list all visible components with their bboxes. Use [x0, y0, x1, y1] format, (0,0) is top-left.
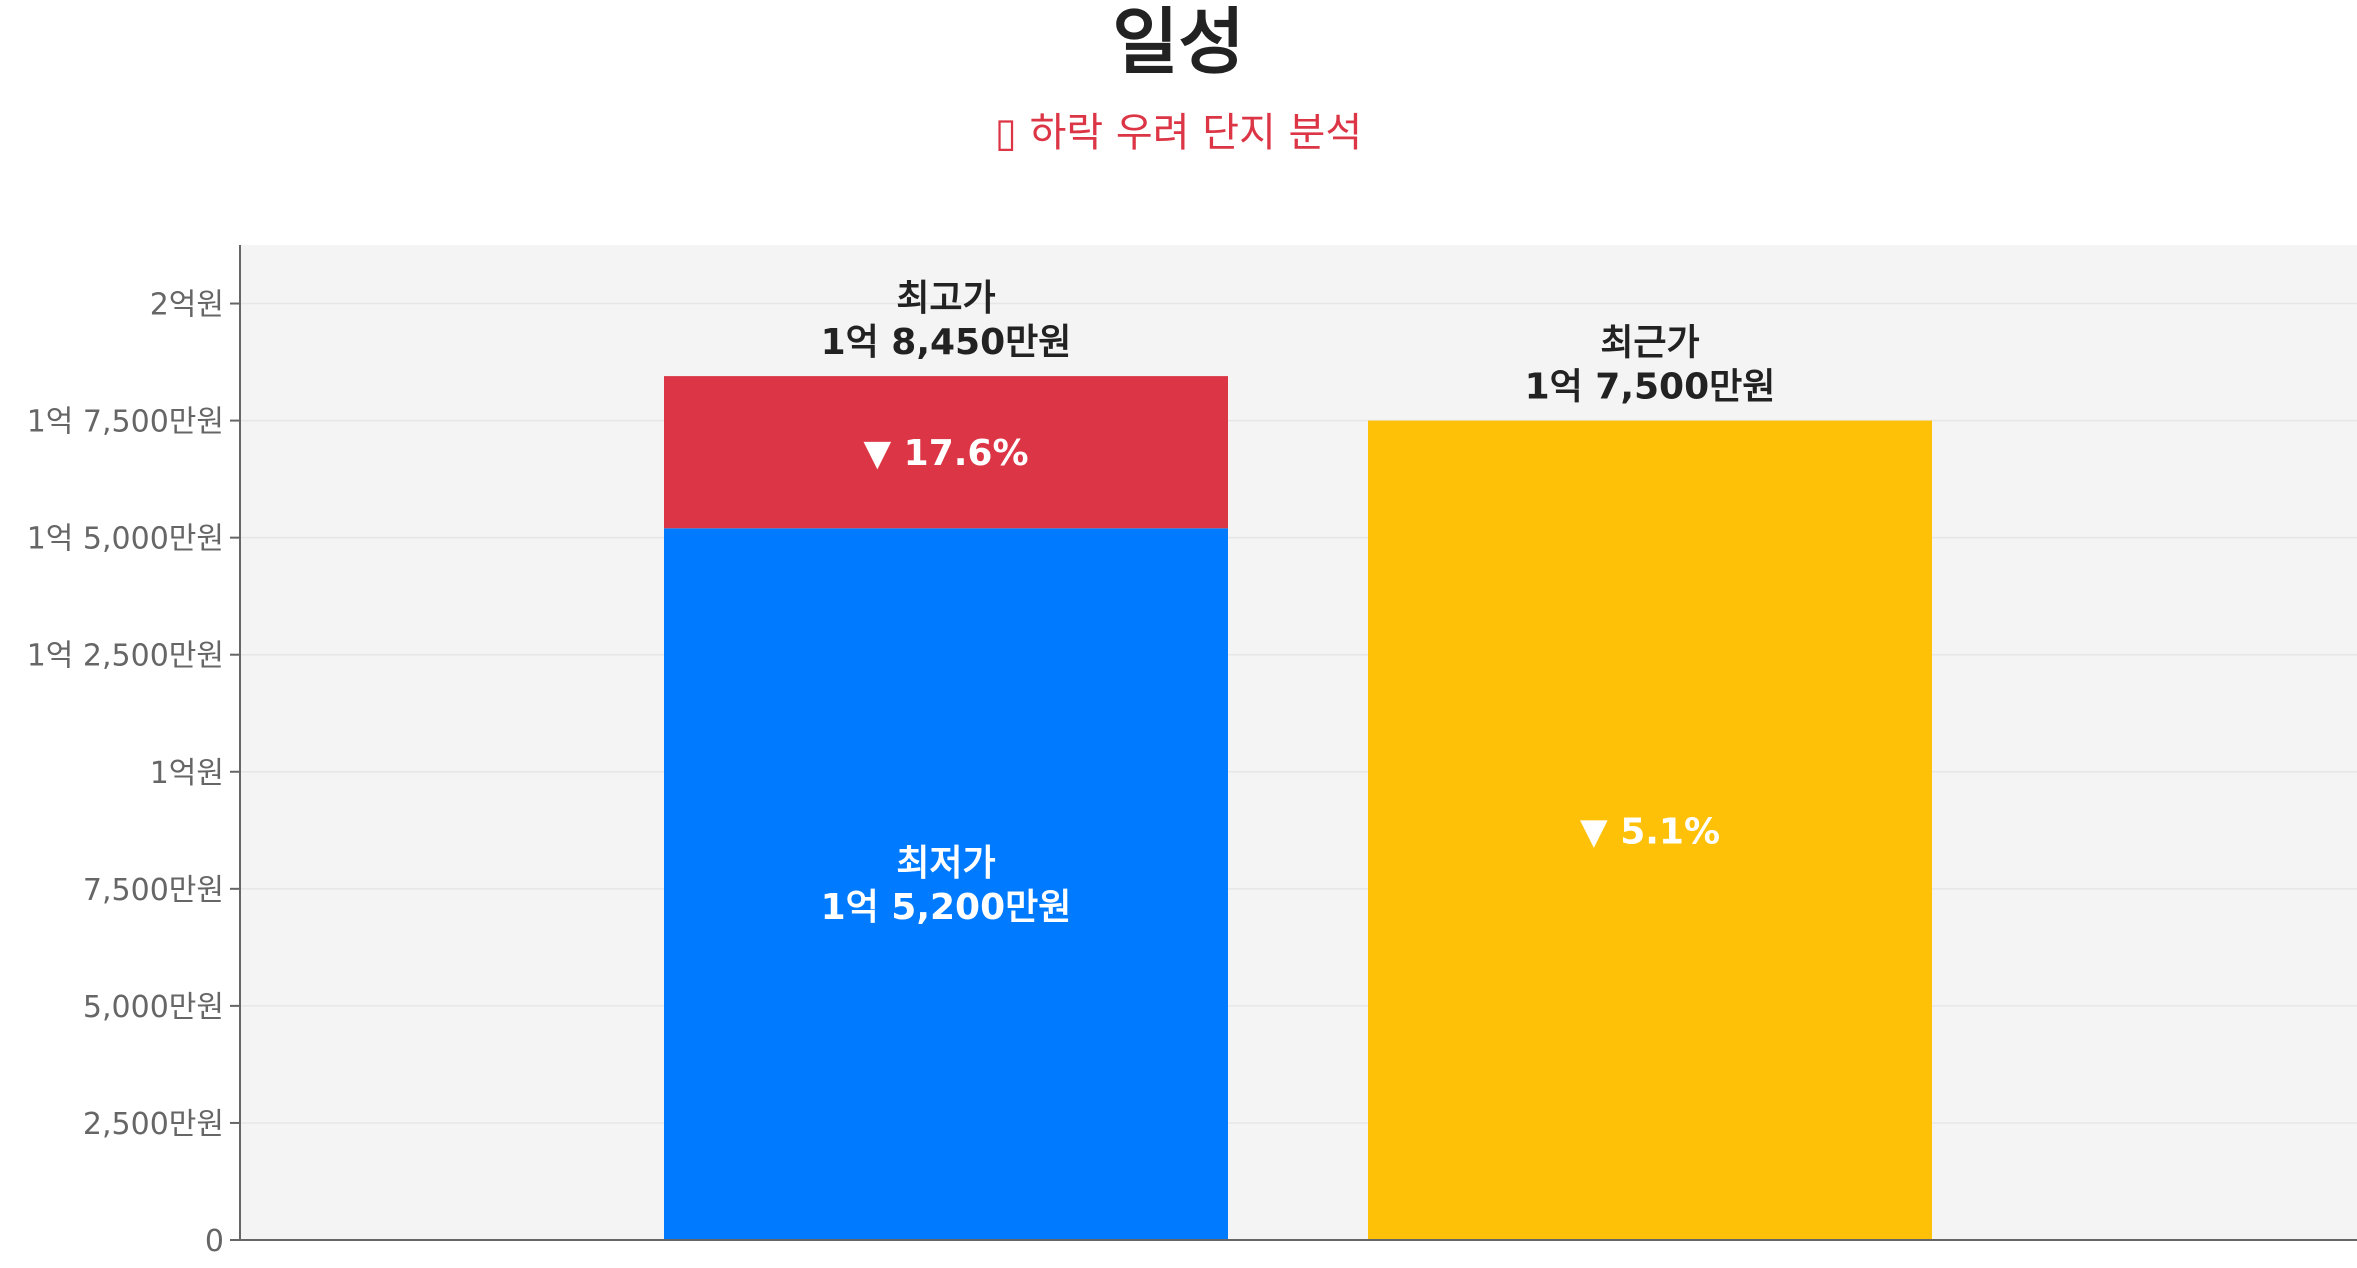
segment-label: 1억 5,200만원 [821, 887, 1072, 928]
y-tick-label: 0 [205, 1224, 224, 1259]
segment-label: ▼ 5.1% [1580, 811, 1720, 852]
y-tick-label: 1억 5,000만원 [27, 522, 224, 557]
grid-lines [240, 302, 2357, 1124]
y-tick-label: 5,000만원 [83, 990, 224, 1025]
bar-top-label: 1억 8,450만원 [821, 322, 1072, 363]
bar-segment [664, 528, 1228, 1240]
bars [664, 376, 1932, 1240]
bar-top-label: 최근가 [1600, 323, 1699, 364]
y-tick-label: 7,500만원 [83, 873, 224, 908]
bar-top-label: 1억 7,500만원 [1525, 367, 1776, 408]
segment-label: ▼ 17.6% [863, 433, 1028, 474]
bar-segment [664, 376, 1228, 529]
axes: 0 2,500만원 5,000만원 7,500만원 1억원 1억 2,500만원 1억 5,… [27, 245, 2357, 1259]
y-tick-label: 1억 2,500만원 [27, 639, 224, 674]
plot-area [240, 245, 2357, 1240]
y-tick-label: 2억원 [150, 288, 224, 323]
bar-top-label: 최고가 [896, 278, 995, 319]
segment-label: 최저가 [896, 843, 995, 884]
y-tick-label: 1억 7,500만원 [27, 405, 224, 440]
y-tick-label: 1억원 [150, 756, 224, 791]
chart-title: 일성 [1112, 0, 1245, 84]
chart-subtitle: ▯ 하락 우려 단지 분석 [994, 110, 1363, 156]
bar-segment [1368, 420, 1932, 1240]
y-tick-label: 2,500만원 [83, 1107, 224, 1142]
